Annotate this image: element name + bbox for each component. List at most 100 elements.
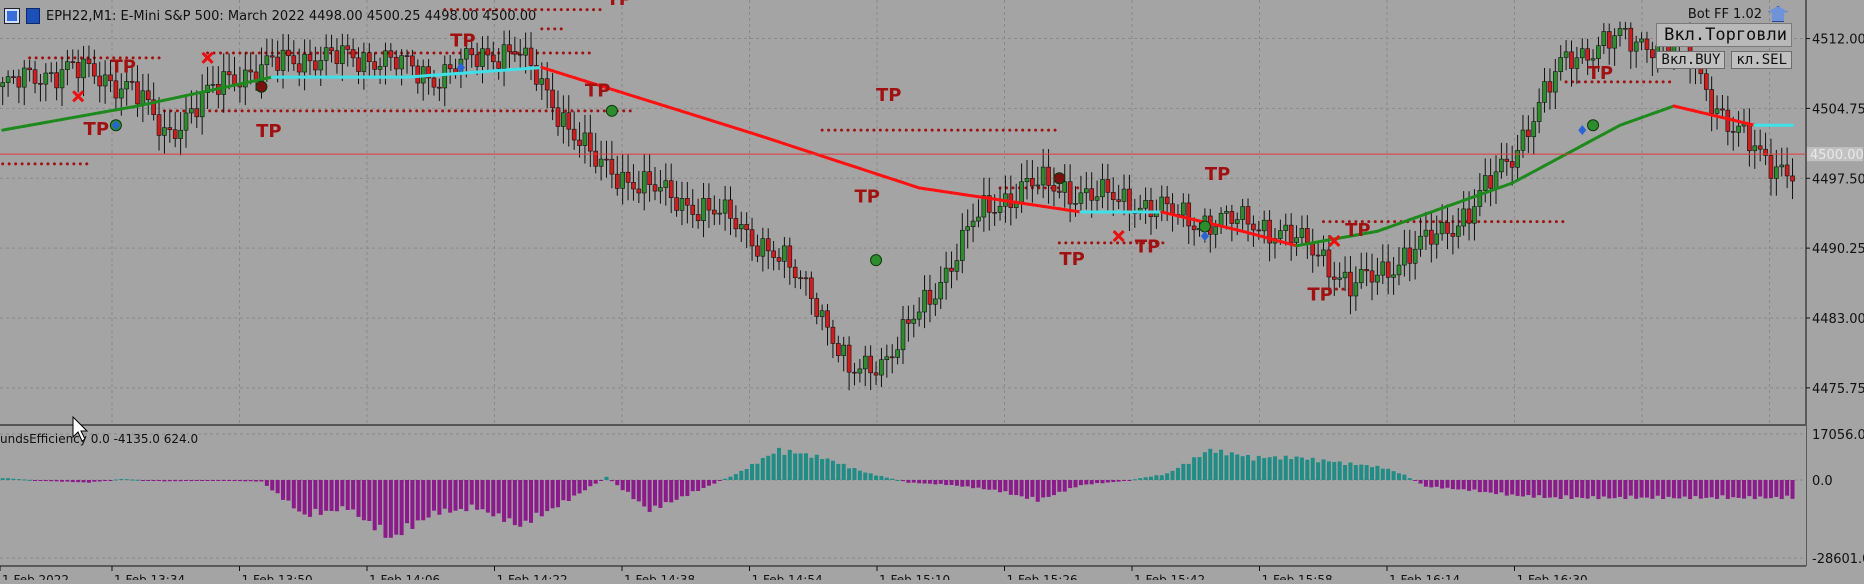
tp-label: TP [876, 85, 901, 106]
menu-icon[interactable] [4, 8, 20, 24]
candle-body [179, 130, 183, 138]
tp-level-dot [1002, 129, 1005, 132]
candle-body [793, 267, 797, 278]
sell-toggle-button[interactable]: кл.SEL [1731, 51, 1792, 69]
histogram-bar [114, 480, 118, 481]
tp-level-dot [344, 109, 347, 112]
histogram-bar [648, 480, 652, 512]
time-tick-label: 1 Feb 2022 [2, 573, 69, 580]
histogram-bar [1100, 480, 1104, 483]
candle-body [502, 45, 506, 69]
candle-body [383, 51, 387, 67]
histogram-bar [168, 480, 172, 481]
histogram-bar [1, 478, 5, 480]
tp-label: TP [1307, 285, 1332, 306]
histogram-bar [1284, 456, 1288, 480]
histogram-bar [1316, 462, 1320, 480]
histogram-bar [1564, 480, 1568, 495]
histogram-bar [594, 480, 598, 484]
tp-level-dot [138, 56, 141, 59]
candle-body [1047, 167, 1051, 185]
histogram-bar [906, 480, 910, 483]
tp-level-dot [540, 8, 543, 11]
candle-body [1548, 82, 1552, 93]
candle-body [1445, 223, 1449, 234]
histogram-bar [1613, 480, 1617, 498]
tp-level-dot [439, 52, 442, 55]
histogram-bar [1203, 452, 1207, 480]
buy-toggle-button[interactable]: Вкл.BUY [1656, 51, 1725, 69]
candle-body [1526, 130, 1530, 137]
candle-body [826, 311, 830, 327]
candle-body [685, 198, 689, 205]
tp-level-dot [40, 162, 43, 165]
tp-level-dot [426, 52, 429, 55]
candle-body [901, 320, 905, 350]
histogram-bar [664, 480, 668, 502]
histogram-bar [610, 480, 614, 481]
histogram-bar [335, 480, 339, 511]
histogram-bar [852, 468, 856, 480]
candle-body [955, 261, 959, 272]
candle-body [1224, 211, 1228, 213]
tp-level-dot [1387, 220, 1390, 223]
histogram-bar [955, 480, 959, 486]
candle-body [394, 57, 398, 69]
histogram-bar [976, 480, 980, 488]
histogram-bar [799, 453, 803, 480]
candle-body [1489, 175, 1493, 188]
tp-level-dot [251, 52, 254, 55]
trade-marker [1054, 173, 1065, 184]
histogram-bar [788, 450, 792, 480]
candle-body [917, 312, 921, 319]
tp-level-dot [596, 109, 599, 112]
tp-level-dot [1090, 241, 1093, 244]
pane-separator[interactable] [0, 424, 1806, 426]
tp-level-dot [588, 52, 591, 55]
candle-body [1575, 58, 1579, 69]
candle-body [944, 268, 948, 282]
candle-body [1063, 182, 1067, 193]
time-tick-label: 1 Feb 13:34 [114, 573, 185, 580]
histogram-bar [507, 480, 511, 518]
candle-body [761, 239, 765, 257]
candle-body [1413, 249, 1417, 263]
candle-body [755, 246, 759, 256]
trade-marker [606, 105, 617, 116]
candle-body [286, 50, 290, 56]
candle-body [1144, 200, 1148, 208]
tp-level-dot [305, 109, 308, 112]
tp-level-dot [1484, 220, 1487, 223]
histogram-bar [357, 480, 361, 517]
histogram-bar [486, 480, 490, 513]
price-tick-label: 4504.75 [1812, 102, 1864, 117]
tp-label: TP [111, 56, 136, 77]
histogram-bar [1127, 480, 1131, 481]
candle-body [1710, 90, 1714, 114]
histogram-bar [1003, 480, 1007, 491]
candle-body [1241, 207, 1245, 220]
candle-body [103, 75, 107, 86]
tp-level-dot [454, 109, 457, 112]
tp-level-dot [1535, 220, 1538, 223]
histogram-bar [1079, 480, 1083, 485]
tp-label: TP [585, 80, 610, 101]
candle-body [1467, 209, 1471, 223]
trade-marker [1199, 221, 1210, 232]
candle-body [276, 57, 280, 70]
candle-body [22, 68, 26, 87]
tp-level-dot [542, 52, 545, 55]
histogram-bar [238, 480, 242, 481]
candle-body [1758, 146, 1762, 149]
tp-level-dot [1578, 80, 1581, 83]
trade-toggle-button[interactable]: Вкл.Торговли [1656, 23, 1792, 47]
histogram-bar [200, 480, 204, 481]
histogram-bar [1149, 477, 1153, 480]
histogram-bar [826, 459, 830, 480]
candle-body [658, 188, 662, 192]
tp-level-dot [182, 109, 185, 112]
histogram-bar [1036, 480, 1040, 502]
candle-body [1246, 207, 1250, 225]
